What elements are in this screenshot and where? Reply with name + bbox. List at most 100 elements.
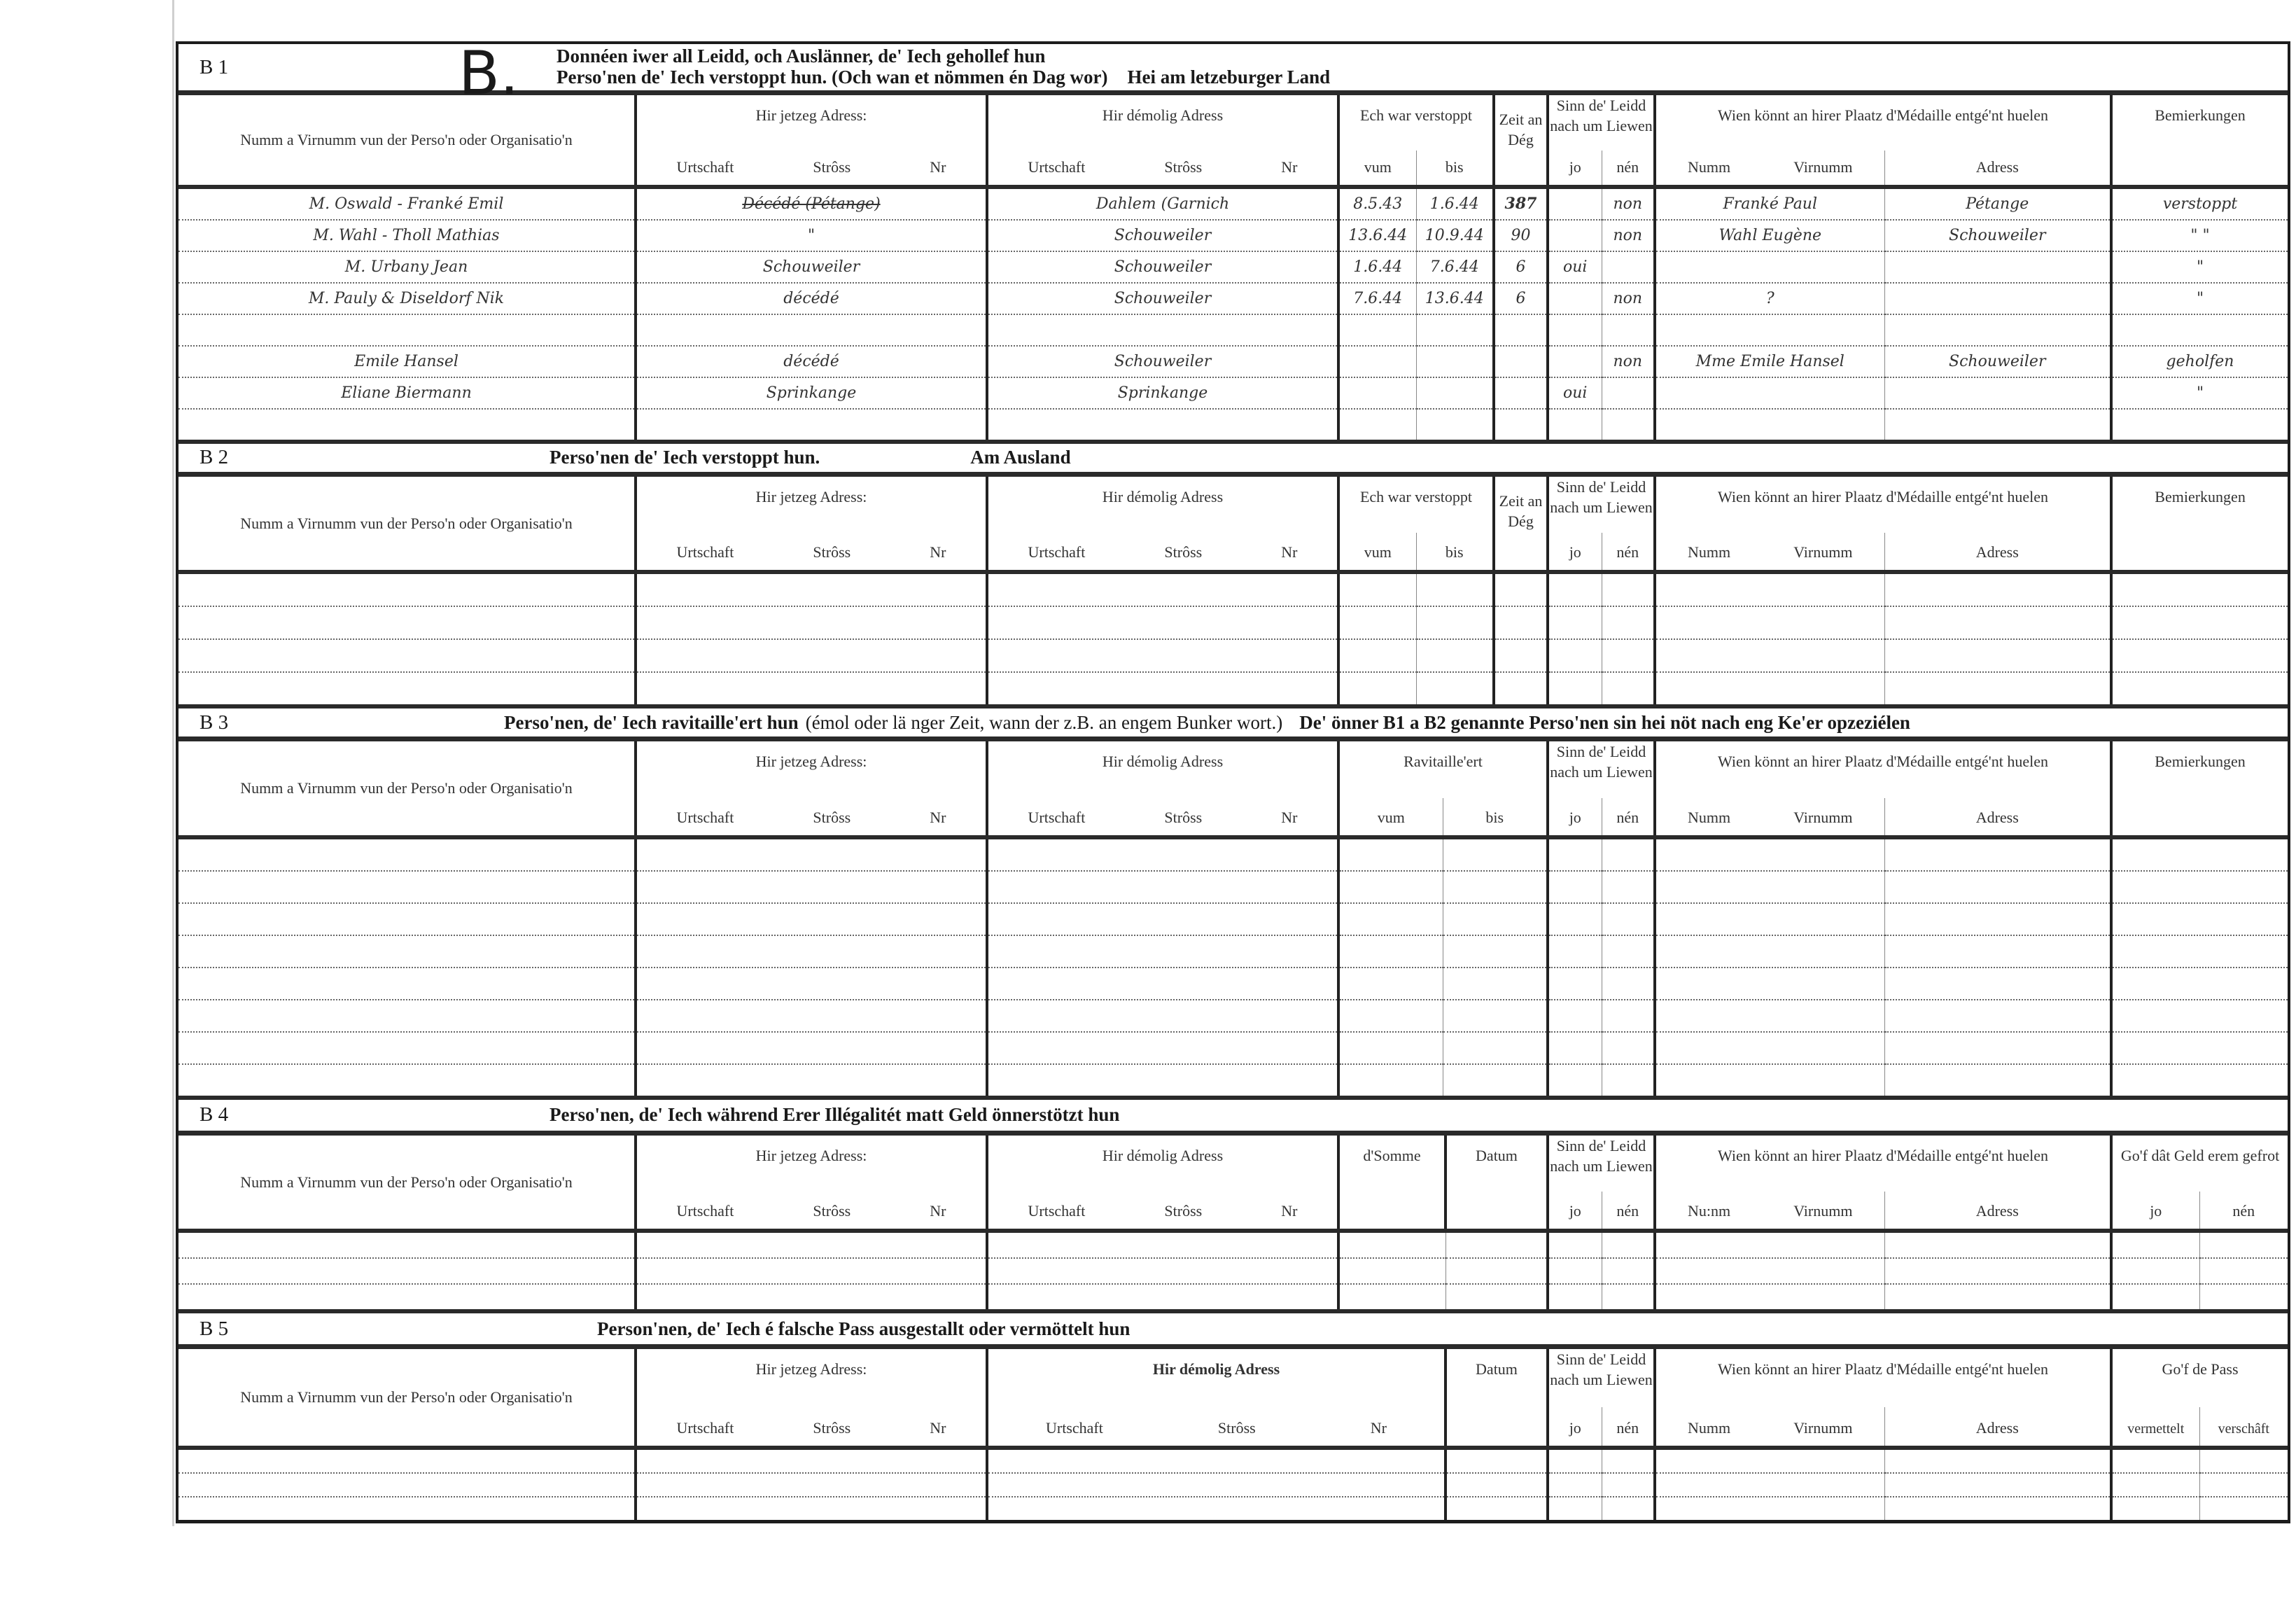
- cell-mname[interactable]: [1653, 251, 1884, 284]
- cell-rem[interactable]: [2110, 314, 2288, 347]
- empty-cell[interactable]: [1884, 1063, 2111, 1096]
- empty-cell[interactable]: [1442, 935, 1548, 968]
- empty-cell[interactable]: [1884, 606, 2111, 640]
- empty-cell[interactable]: [1884, 967, 2111, 1000]
- empty-cell[interactable]: [1653, 902, 1884, 936]
- empty-cell[interactable]: [178, 999, 636, 1033]
- empty-cell[interactable]: [634, 967, 987, 1000]
- empty-cell[interactable]: [1653, 1284, 1884, 1309]
- cell-former[interactable]: [986, 314, 1338, 347]
- cell-name[interactable]: M. Urbany Jean: [178, 251, 636, 284]
- cell-name[interactable]: M. Pauly & Diseldorf Nik: [178, 282, 636, 315]
- cell-mname[interactable]: [1653, 377, 1884, 410]
- cell-mname[interactable]: [1653, 314, 1884, 347]
- empty-cell[interactable]: [178, 967, 636, 1000]
- empty-cell[interactable]: [634, 1258, 987, 1285]
- cell-yes[interactable]: oui: [1546, 377, 1602, 410]
- empty-cell[interactable]: [1546, 1496, 1602, 1520]
- cell-maddr[interactable]: Pétange: [1884, 186, 2111, 221]
- empty-cell[interactable]: [986, 902, 1338, 936]
- empty-cell[interactable]: [2110, 1258, 2199, 1285]
- empty-cell[interactable]: [1601, 1496, 1655, 1520]
- empty-cell[interactable]: [634, 1031, 987, 1065]
- empty-cell[interactable]: [2110, 1447, 2199, 1474]
- empty-cell[interactable]: [1546, 870, 1602, 904]
- empty-cell[interactable]: [1442, 1031, 1548, 1065]
- empty-cell[interactable]: [1884, 870, 2111, 904]
- empty-cell[interactable]: [1601, 1472, 1655, 1497]
- empty-cell[interactable]: [1442, 967, 1548, 1000]
- empty-cell[interactable]: [1337, 967, 1443, 1000]
- cell-rem[interactable]: ": [2110, 377, 2288, 410]
- empty-cell[interactable]: [986, 870, 1338, 904]
- cell-former[interactable]: Schouweiler: [986, 282, 1338, 315]
- empty-cell[interactable]: [2110, 1472, 2199, 1497]
- cell-no[interactable]: non: [1601, 282, 1655, 315]
- empty-cell[interactable]: [1337, 837, 1443, 872]
- empty-cell[interactable]: [1415, 606, 1494, 640]
- cell-days[interactable]: [1492, 314, 1548, 347]
- empty-cell[interactable]: [1442, 837, 1548, 872]
- empty-cell[interactable]: [2199, 1258, 2288, 1285]
- empty-cell[interactable]: [1546, 639, 1602, 673]
- empty-cell[interactable]: [2110, 408, 2288, 440]
- empty-cell[interactable]: [178, 1447, 636, 1474]
- empty-cell[interactable]: [986, 1284, 1338, 1309]
- empty-cell[interactable]: [986, 837, 1338, 872]
- empty-cell[interactable]: [1546, 1031, 1602, 1065]
- empty-cell[interactable]: [178, 1472, 636, 1497]
- cell-to[interactable]: 13.6.44: [1415, 282, 1494, 315]
- cell-to[interactable]: 10.9.44: [1415, 219, 1494, 252]
- empty-cell[interactable]: [178, 409, 636, 440]
- cell-from[interactable]: 1.6.44: [1337, 251, 1416, 284]
- cell-name[interactable]: M. Oswald - Franké Emil: [178, 186, 636, 221]
- empty-cell[interactable]: [1415, 639, 1494, 673]
- empty-cell[interactable]: [1546, 1231, 1602, 1259]
- empty-cell[interactable]: [986, 1063, 1338, 1096]
- empty-cell[interactable]: [1337, 1258, 1446, 1285]
- empty-cell[interactable]: [1415, 572, 1494, 607]
- empty-cell[interactable]: [1884, 1447, 2111, 1474]
- cell-rem[interactable]: ": [2110, 251, 2288, 284]
- empty-cell[interactable]: [1337, 606, 1416, 640]
- empty-cell[interactable]: [1884, 408, 2111, 440]
- empty-cell[interactable]: [178, 1258, 636, 1285]
- empty-cell[interactable]: [1337, 572, 1416, 607]
- empty-cell[interactable]: [178, 1284, 636, 1309]
- empty-cell[interactable]: [986, 999, 1338, 1033]
- cell-from[interactable]: 8.5.43: [1337, 186, 1416, 221]
- cell-maddr[interactable]: Schouweiler: [1884, 219, 2111, 252]
- empty-cell[interactable]: [1884, 1258, 2111, 1285]
- cell-days[interactable]: 6: [1492, 282, 1548, 315]
- cell-to[interactable]: [1415, 314, 1494, 347]
- cell-maddr[interactable]: Schouweiler: [1884, 345, 2111, 378]
- empty-cell[interactable]: [986, 639, 1338, 673]
- empty-cell[interactable]: [1653, 1472, 1884, 1497]
- empty-cell[interactable]: [1492, 408, 1548, 440]
- empty-cell[interactable]: [986, 967, 1338, 1000]
- empty-cell[interactable]: [634, 935, 987, 968]
- cell-mname[interactable]: Mme Emile Hansel: [1653, 345, 1884, 378]
- empty-cell[interactable]: [1337, 902, 1443, 936]
- cell-from[interactable]: 13.6.44: [1337, 219, 1416, 252]
- cell-cur[interactable]: [634, 314, 987, 347]
- empty-cell[interactable]: [634, 837, 987, 872]
- empty-cell[interactable]: [2109, 902, 2288, 936]
- empty-cell[interactable]: [1653, 870, 1884, 904]
- cell-rem[interactable]: ": [2110, 282, 2288, 315]
- empty-cell[interactable]: [1653, 639, 1884, 673]
- empty-cell[interactable]: [634, 572, 987, 607]
- empty-cell[interactable]: [2199, 1447, 2288, 1474]
- cell-no[interactable]: non: [1601, 345, 1655, 378]
- empty-cell[interactable]: [634, 1447, 987, 1474]
- empty-cell[interactable]: [1546, 999, 1602, 1033]
- empty-cell[interactable]: [1546, 1447, 1602, 1474]
- empty-cell[interactable]: [2109, 1063, 2288, 1096]
- empty-cell[interactable]: [1653, 1031, 1884, 1065]
- cell-to[interactable]: 1.6.44: [1415, 186, 1494, 221]
- cell-maddr[interactable]: [1884, 251, 2111, 284]
- cell-to[interactable]: [1415, 345, 1494, 378]
- empty-cell[interactable]: [1884, 572, 2111, 607]
- empty-cell[interactable]: [1601, 1063, 1655, 1096]
- empty-cell[interactable]: [1601, 837, 1655, 872]
